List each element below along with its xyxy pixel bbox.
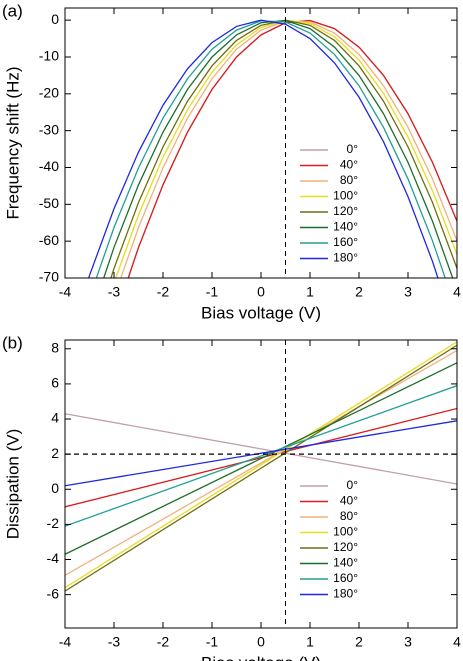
- legend-label: 40°: [340, 494, 358, 508]
- y-tick-label: -70: [39, 269, 59, 285]
- y-tick-label: 0: [51, 11, 59, 27]
- plot-area: [87, 8, 457, 278]
- y-tick-label: 0: [51, 480, 59, 496]
- legend-label: 100°: [333, 189, 358, 203]
- legend-label: 180°: [333, 587, 358, 601]
- x-tick-label: -4: [59, 634, 72, 650]
- x-tick-label: -4: [59, 284, 72, 300]
- series-line: [65, 385, 457, 527]
- legend-label: 80°: [340, 509, 358, 523]
- plot-area: [65, 340, 457, 628]
- legend-label: 140°: [333, 220, 358, 234]
- y-tick-label: -50: [39, 195, 59, 211]
- series-line: [127, 19, 457, 278]
- series-line: [65, 349, 457, 576]
- x-tick-label: 4: [453, 284, 461, 300]
- x-tick-label: -3: [108, 284, 121, 300]
- x-tick-label: 2: [355, 634, 363, 650]
- series-line: [95, 20, 446, 278]
- x-tick-label: -3: [108, 634, 121, 650]
- legend-label: 40°: [340, 158, 358, 172]
- y-tick-label: 6: [51, 375, 59, 391]
- x-tick-label: 0: [257, 284, 265, 300]
- x-tick-label: 3: [404, 284, 412, 300]
- y-tick-label: -30: [39, 121, 59, 137]
- series-line: [110, 19, 457, 278]
- y-tick-label: -20: [39, 85, 59, 101]
- x-tick-label: -2: [157, 284, 170, 300]
- series-line: [103, 19, 454, 278]
- legend-label: 80°: [340, 173, 358, 187]
- series-line: [65, 413, 457, 485]
- y-axis-label: Frequency shift (Hz): [3, 66, 22, 219]
- x-axis-label: Bias voltage (V): [201, 303, 321, 322]
- series-line: [120, 20, 457, 278]
- legend-label: 0°: [347, 478, 359, 492]
- series-line: [65, 362, 457, 555]
- y-tick-label: -6: [47, 585, 60, 601]
- x-tick-label: -2: [157, 634, 170, 650]
- series-line: [87, 19, 439, 278]
- x-tick-label: 1: [306, 634, 314, 650]
- x-axis-label: Bias voltage (V): [201, 653, 321, 661]
- y-tick-label: -40: [39, 158, 59, 174]
- legend-label: 140°: [333, 556, 358, 570]
- series-line: [127, 19, 457, 278]
- series-line: [65, 420, 457, 487]
- plot-frame: [64, 339, 458, 629]
- y-tick-label: 2: [51, 445, 59, 461]
- y-tick-label: -4: [47, 550, 60, 566]
- x-tick-label: 4: [453, 634, 461, 650]
- y-tick-label: 4: [51, 410, 59, 426]
- legend-label: 120°: [333, 204, 358, 218]
- y-tick-label: -10: [39, 48, 59, 64]
- legend-label: 160°: [333, 571, 358, 585]
- legend-label: 100°: [333, 525, 358, 539]
- series-line: [65, 407, 457, 508]
- x-tick-label: -1: [206, 634, 219, 650]
- panel-label: (b): [2, 333, 23, 352]
- y-axis-label: Dissipation (V): [3, 429, 22, 540]
- x-tick-label: 0: [257, 634, 265, 650]
- x-tick-label: -1: [206, 284, 219, 300]
- y-tick-label: -60: [39, 232, 59, 248]
- y-tick-label: -2: [47, 515, 60, 531]
- series-line: [65, 341, 457, 589]
- x-tick-label: 3: [404, 634, 412, 650]
- panel-label: (a): [2, 1, 23, 20]
- x-tick-label: 1: [306, 284, 314, 300]
- legend-label: 180°: [333, 251, 358, 265]
- series-line: [65, 344, 457, 592]
- series-line: [115, 19, 457, 278]
- legend-label: 120°: [333, 540, 358, 554]
- y-tick-label: 8: [51, 339, 59, 355]
- x-tick-label: 2: [355, 284, 363, 300]
- legend-label: 160°: [333, 235, 358, 249]
- legend-label: 0°: [347, 142, 359, 156]
